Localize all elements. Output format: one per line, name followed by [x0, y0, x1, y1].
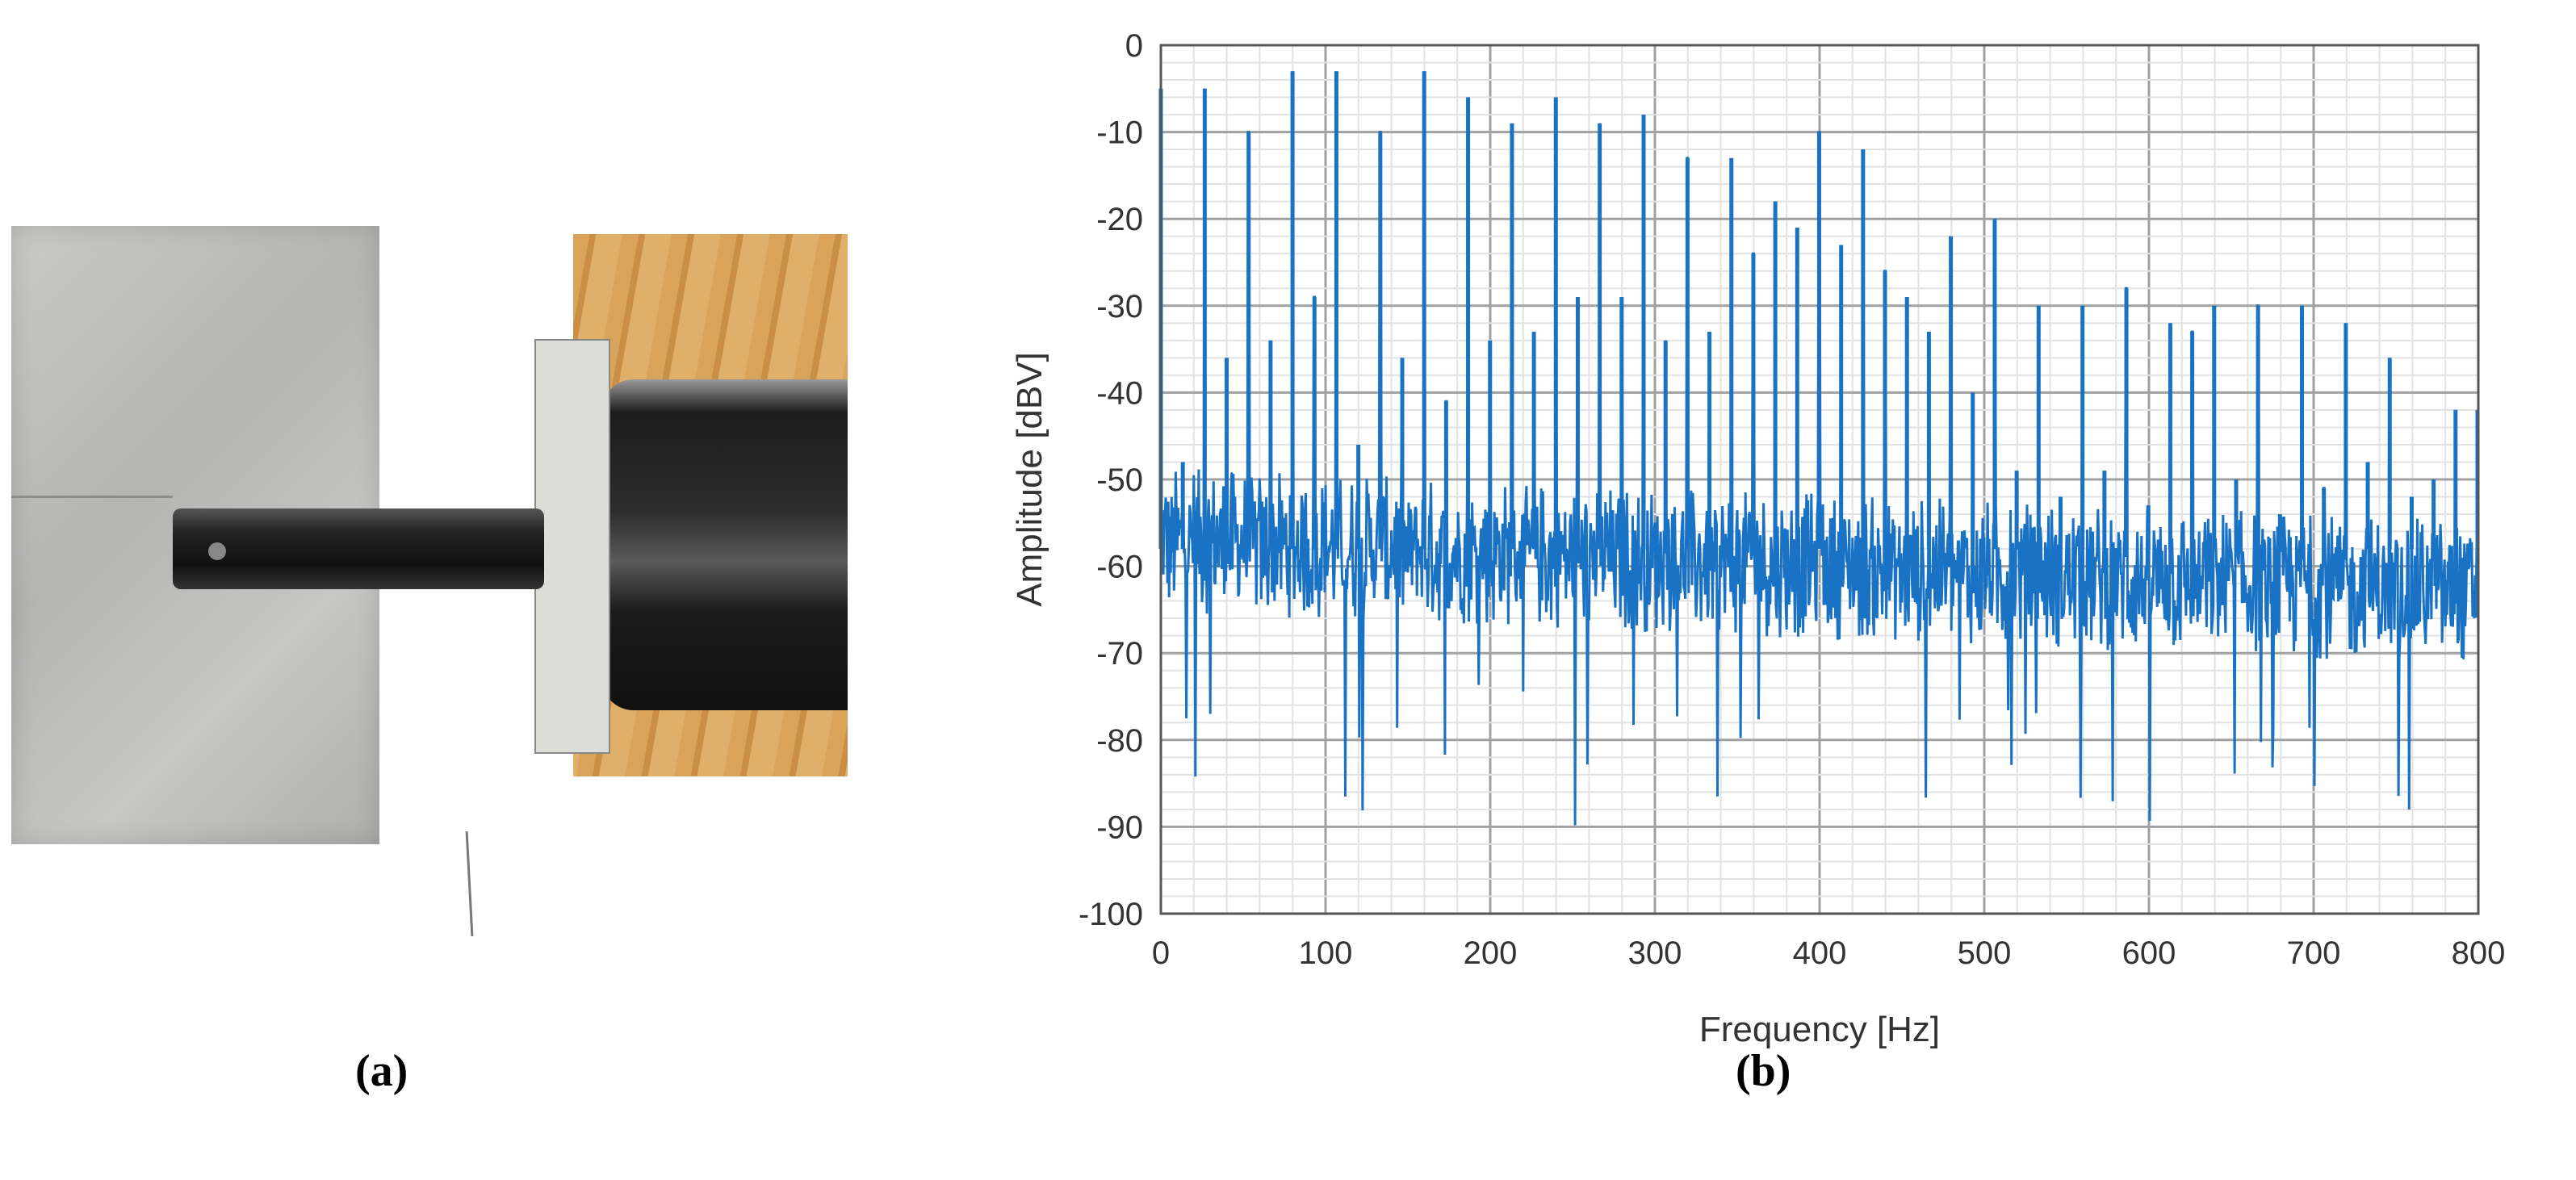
y-tick-label: -50: [1096, 462, 1143, 498]
plot-frame: [1159, 44, 2480, 915]
panel-label-b: (b): [1736, 1046, 1791, 1096]
y-tick-label: -90: [1096, 810, 1143, 845]
y-tick-label: -20: [1096, 202, 1143, 237]
y-tick-label: -30: [1096, 289, 1143, 324]
x-tick-label: 200: [1464, 935, 1518, 971]
black-cylinder: [601, 379, 848, 710]
x-tick-label: 300: [1628, 935, 1682, 971]
y-tick-label: -40: [1096, 375, 1143, 411]
y-tick-label: 0: [1125, 28, 1143, 64]
y-tick-label: -10: [1096, 115, 1143, 151]
screw: [208, 542, 226, 560]
panel-label-a: (a): [355, 1046, 408, 1096]
x-axis-label: Frequency [Hz]: [1699, 1010, 1940, 1049]
x-tick-label: 600: [2122, 935, 2176, 971]
x-tick-label: 500: [1958, 935, 2012, 971]
y-tick-label: -100: [1079, 897, 1143, 932]
y-axis-label: Amplitude [dBV]: [1010, 352, 1049, 607]
x-tick-label: 800: [2452, 935, 2506, 971]
black-rod: [173, 508, 544, 589]
plate-slit: [11, 496, 173, 498]
x-tick-label: 700: [2287, 935, 2341, 971]
ticks: 0 100 200 300 400 500 600 700 800 0 -10 -20 -30 -40 -5…: [1079, 28, 2505, 971]
x-tick-label: 0: [1152, 935, 1170, 971]
x-tick-label: 400: [1793, 935, 1847, 971]
x-tick-label: 100: [1299, 935, 1353, 971]
y-tick-label: -60: [1096, 550, 1143, 585]
y-tick-label: -70: [1096, 636, 1143, 672]
y-tick-label: -80: [1096, 723, 1143, 759]
